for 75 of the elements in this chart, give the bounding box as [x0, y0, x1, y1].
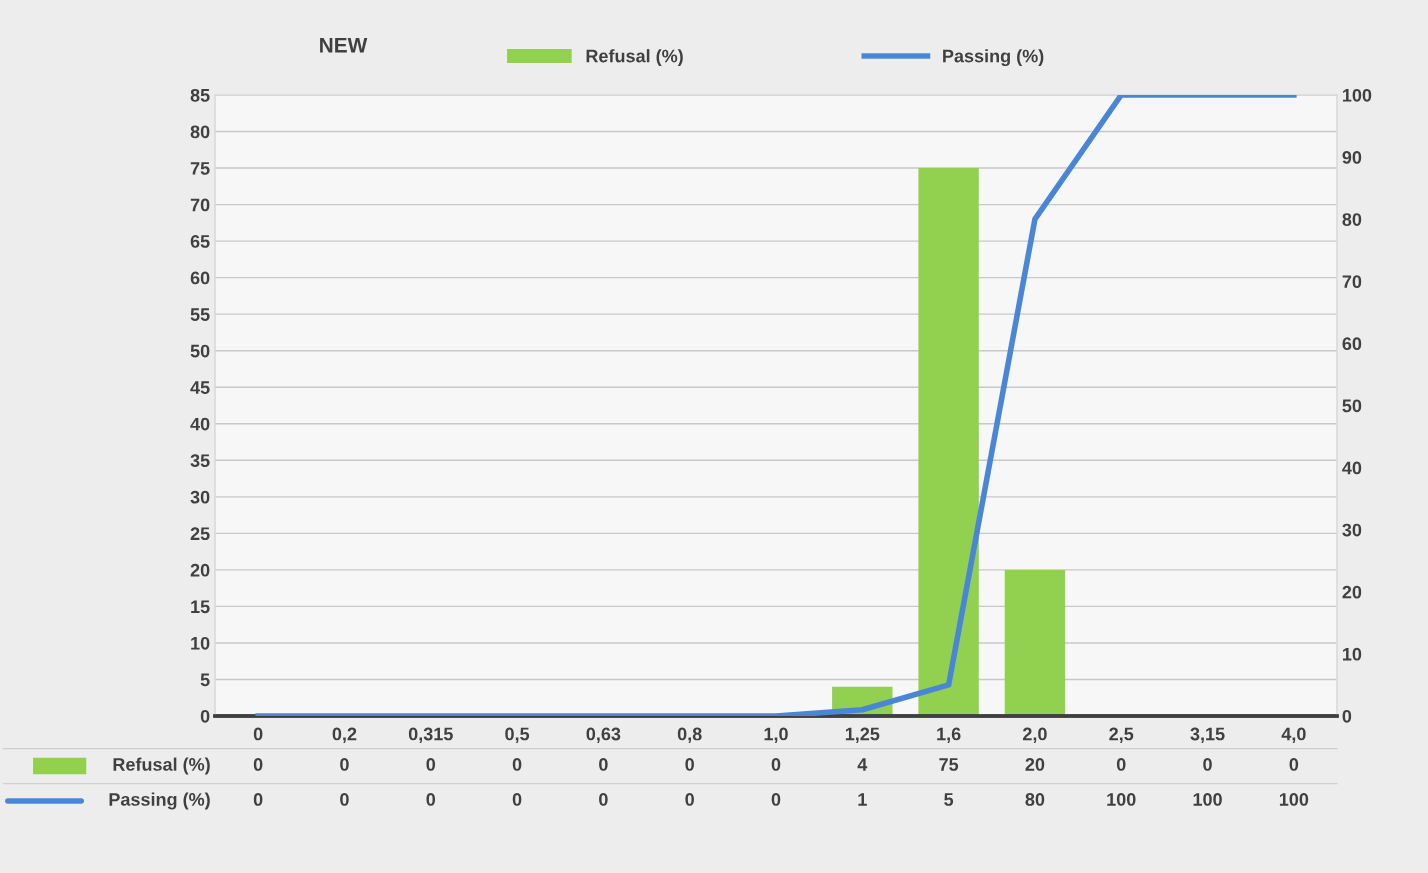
- legend-label: Passing (%): [943, 49, 1044, 67]
- y-tick-label: 75: [190, 162, 210, 175]
- y2-tick-label: 0: [1342, 709, 1352, 723]
- data-label: 0: [685, 793, 694, 806]
- y-tick-label: 15: [191, 600, 210, 614]
- bar: [1004, 569, 1066, 716]
- x-tick-label: 0,2: [332, 727, 357, 743]
- data-label: 0: [1116, 758, 1126, 771]
- y2-tick-label: 80: [1342, 213, 1362, 226]
- data-label: 0: [512, 793, 522, 806]
- data-label: 100: [1279, 793, 1309, 806]
- data-label: 0: [685, 758, 694, 771]
- data-label: 0: [771, 758, 781, 771]
- data-label: 5: [944, 793, 954, 806]
- y-tick-label: 10: [191, 636, 210, 650]
- y-tick-label: 25: [190, 527, 210, 541]
- data-label: 0: [426, 758, 436, 771]
- y2-tick-label: 90: [1342, 151, 1362, 164]
- data-label: 0: [253, 758, 263, 771]
- data-label: 0: [1203, 758, 1212, 771]
- x-tick-label: 4,0: [1281, 727, 1306, 743]
- y2-tick-label: 100: [1343, 88, 1372, 102]
- x-tick-label: 2,5: [1109, 727, 1134, 743]
- data-label: 4: [857, 758, 868, 771]
- x-tick-label: 3,15: [1190, 727, 1225, 743]
- y-tick-label: 20: [190, 563, 210, 577]
- y-tick-label: 60: [190, 271, 210, 285]
- data-label: 0: [253, 793, 263, 806]
- y-tick-label: 40: [190, 417, 210, 431]
- data-label: 100: [1193, 793, 1222, 806]
- x-tick-label: 0,315: [408, 727, 453, 743]
- y2-tick-label: 20: [1342, 585, 1362, 599]
- bar: [918, 168, 979, 716]
- data-label: 0: [1289, 758, 1299, 771]
- data-label: 0: [340, 793, 349, 806]
- y-tick-label: 80: [190, 125, 210, 139]
- y2-tick-label: 60: [1342, 337, 1362, 351]
- x-tick-label: 0,8: [677, 727, 702, 743]
- y-tick-label: 70: [190, 198, 210, 212]
- chart-title: NEW: [320, 38, 368, 53]
- text: Passing (%): [109, 792, 210, 810]
- y-tick-label: 65: [190, 235, 210, 248]
- data-label: 0: [599, 758, 608, 771]
- data-label: 20: [1025, 758, 1045, 771]
- y2-tick-label: 40: [1342, 461, 1362, 475]
- y-tick-label: 85: [190, 88, 210, 102]
- text: Refusal (%): [113, 757, 210, 775]
- data-label: 0: [512, 758, 522, 771]
- y2-tick-label: 30: [1342, 523, 1362, 537]
- y-tick-label: 45: [190, 381, 210, 394]
- data-label: 0: [340, 758, 349, 771]
- legend-label: Refusal (%): [586, 49, 683, 66]
- y-tick-label: 0: [200, 709, 210, 723]
- data-label: 80: [1025, 793, 1045, 806]
- x-tick-label: 0,63: [586, 727, 621, 743]
- x-tick-label: 0: [253, 727, 263, 741]
- y-tick-label: 35: [190, 454, 210, 468]
- x-tick-label: 2,0: [1023, 727, 1047, 743]
- y-tick-label: 5: [200, 673, 210, 687]
- x-tick-label: 1,0: [764, 727, 788, 743]
- y-tick-label: 30: [190, 490, 210, 504]
- y2-tick-label: 50: [1342, 399, 1362, 413]
- y-tick-label: 55: [190, 308, 210, 321]
- data-label: 75: [939, 758, 959, 771]
- data-label: 0: [771, 793, 781, 806]
- y2-tick-label: 70: [1342, 275, 1362, 289]
- x-tick-label: 1,6: [937, 727, 961, 743]
- data-label: 0: [426, 793, 436, 806]
- x-tick-label: 0,5: [505, 727, 530, 743]
- data-label: 1: [858, 793, 867, 806]
- y-tick-label: 50: [190, 344, 210, 358]
- data-label: 100: [1107, 793, 1136, 806]
- y2-tick-label: 10: [1343, 647, 1362, 661]
- data-label: 0: [599, 793, 608, 806]
- x-tick-label: 1,25: [845, 727, 880, 743]
